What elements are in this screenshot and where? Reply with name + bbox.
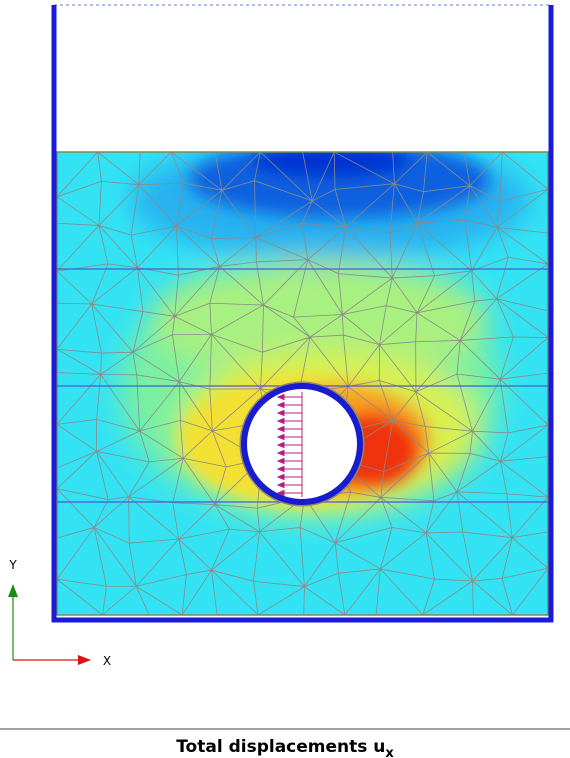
load-arrow-head — [276, 401, 285, 409]
load-arrow-head — [276, 449, 285, 457]
caption-subscript: x — [385, 746, 394, 758]
caption: Total displacements ux — [176, 737, 394, 758]
load-arrow-head — [276, 441, 285, 449]
load-arrow-head — [276, 465, 285, 473]
x-axis-label: X — [103, 654, 111, 668]
load-arrow-head — [276, 425, 285, 433]
mesh-lines — [57, 152, 548, 615]
load-arrows — [276, 392, 303, 497]
soil-outline — [56, 151, 549, 616]
caption-text: Total displacements u — [176, 737, 385, 757]
load-arrow-head — [276, 417, 285, 425]
walls — [51, 5, 554, 623]
load-arrow-head — [276, 481, 285, 489]
load-arrow-head — [276, 393, 285, 401]
mesh — [57, 152, 548, 615]
axis-indicator: Y X — [8, 558, 111, 668]
load-arrow-head — [276, 489, 285, 497]
y-axis-label: Y — [8, 558, 17, 572]
load-arrow-head — [276, 433, 285, 441]
load-arrow-head — [276, 457, 285, 465]
load-arrow-head — [276, 409, 285, 417]
contour-field — [57, 152, 548, 615]
load-arrow-head — [276, 473, 285, 481]
